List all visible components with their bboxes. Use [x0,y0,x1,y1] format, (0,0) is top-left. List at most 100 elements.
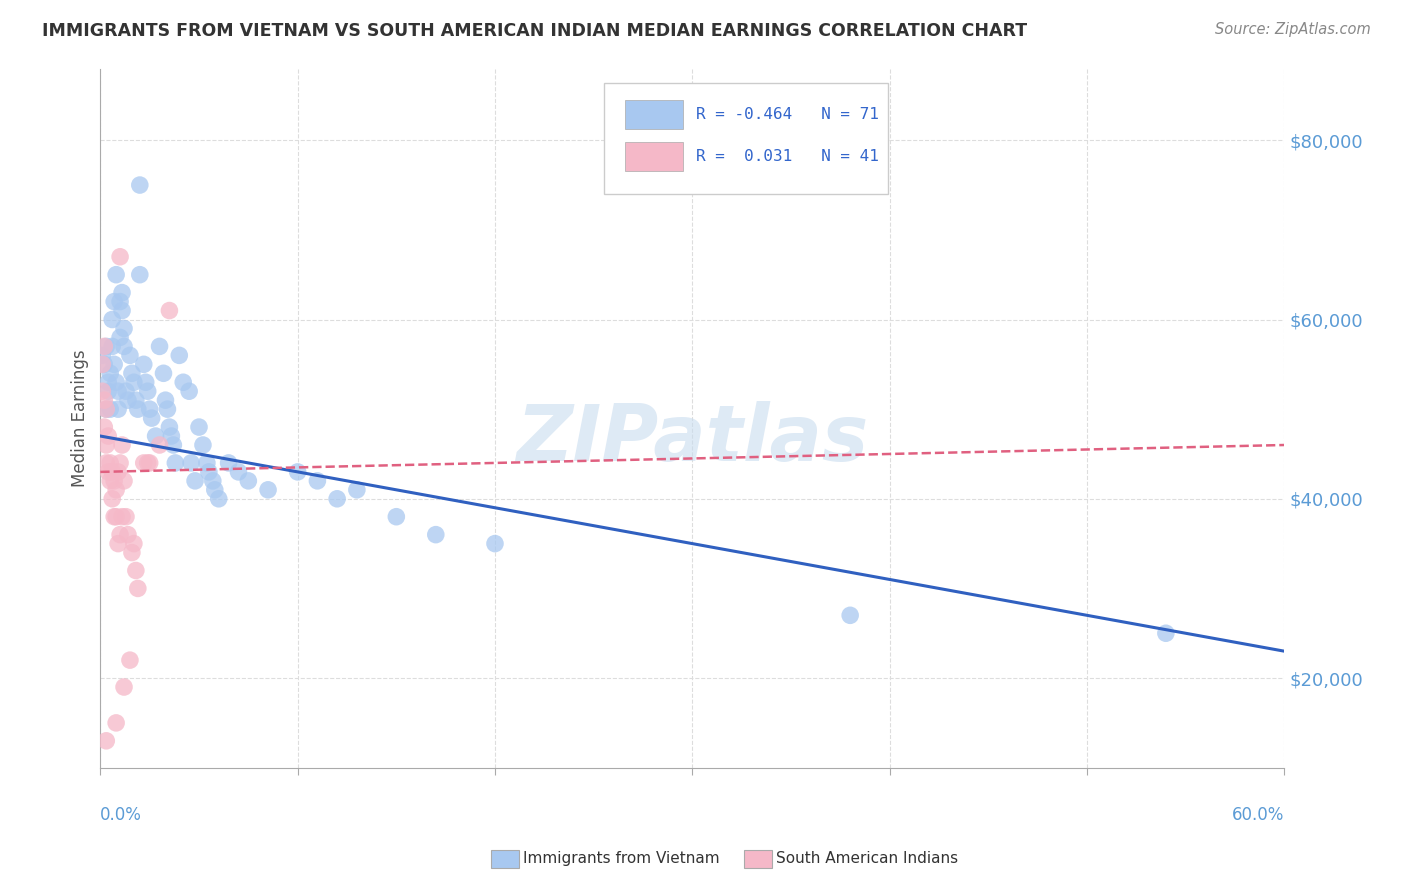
Point [107,402,129,417]
Point [103,509,125,524]
Point [105,509,128,524]
Text: ZIPatlas: ZIPatlas [516,401,869,477]
Point [96,438,118,452]
Point [125,564,148,578]
Point [117,393,139,408]
Point [135,376,157,390]
Text: Immigrants from Vietnam: Immigrants from Vietnam [523,852,720,866]
Point [425,527,447,541]
Point [108,527,131,541]
Text: South American Indians: South American Indians [776,852,959,866]
FancyBboxPatch shape [624,142,683,171]
Point [136,456,159,470]
Point [111,285,134,300]
Point [184,474,207,488]
Point [97,384,120,399]
Point [101,312,124,326]
Point [101,465,124,479]
Point [96,402,118,417]
Point [156,402,179,417]
Point [121,545,143,559]
Point [93,357,115,371]
Point [195,456,218,470]
Point [111,509,134,524]
Point [118,653,141,667]
Point [96,402,118,417]
Point [122,376,145,390]
Point [125,393,148,408]
Point [118,348,141,362]
FancyBboxPatch shape [624,100,683,129]
Point [91,348,114,362]
Point [180,456,202,470]
Point [108,294,131,309]
Point [97,429,120,443]
Point [127,402,149,417]
Point [107,384,129,399]
Point [93,393,115,408]
Point [96,339,118,353]
Point [122,536,145,550]
Point [157,420,180,434]
Point [132,456,155,470]
Point [148,339,170,353]
Point [1154,626,1177,640]
Point [112,321,135,335]
Point [172,376,194,390]
Point [98,474,121,488]
Point [128,268,150,282]
Point [148,438,170,452]
Point [138,402,160,417]
FancyBboxPatch shape [603,82,887,194]
Point [326,491,349,506]
Text: R = -0.464   N = 71: R = -0.464 N = 71 [696,107,879,122]
Point [98,366,121,380]
Point [160,429,183,443]
Point [103,357,125,371]
Text: Source: ZipAtlas.com: Source: ZipAtlas.com [1215,22,1371,37]
Point [97,465,120,479]
Point [484,536,506,550]
Point [162,438,184,452]
Point [128,178,150,192]
Point [127,582,149,596]
Point [198,465,221,479]
Point [98,456,121,470]
Point [157,303,180,318]
Point [103,294,125,309]
Point [96,734,118,748]
Point [145,429,167,443]
Point [228,465,250,479]
Point [121,366,143,380]
Point [97,376,120,390]
Point [105,483,128,497]
Text: 0.0%: 0.0% [100,806,142,824]
Point [346,483,368,497]
Point [91,384,114,399]
Point [111,438,134,452]
Point [152,366,174,380]
Y-axis label: Median Earnings: Median Earnings [72,350,89,487]
Point [105,376,128,390]
Point [105,715,128,730]
Point [208,491,231,506]
Point [204,483,226,497]
Point [169,348,191,362]
Point [132,357,155,371]
Point [839,608,862,623]
Point [165,456,187,470]
Point [287,465,309,479]
Point [257,483,280,497]
Point [238,474,260,488]
Point [218,456,240,470]
Point [93,420,115,434]
Point [112,474,135,488]
Point [101,339,124,353]
Point [138,456,160,470]
Point [115,509,138,524]
Point [112,680,135,694]
Point [91,357,114,371]
Point [385,509,408,524]
Point [141,411,163,425]
Point [117,527,139,541]
